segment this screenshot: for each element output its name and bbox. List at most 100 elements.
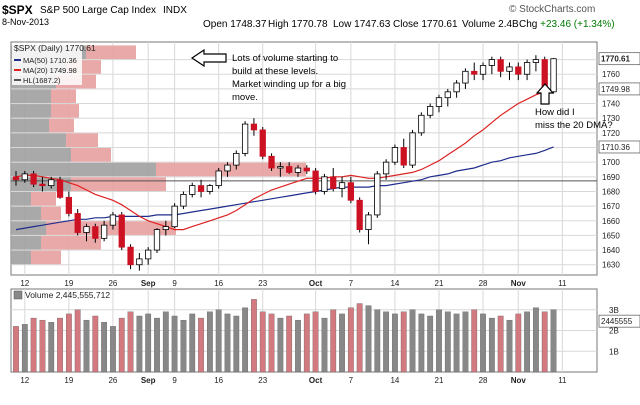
price-tick-label: 1650 — [602, 231, 620, 240]
candle — [250, 123, 258, 131]
vbp-bar-down — [31, 250, 61, 265]
ohlc-change: Chg +23.46 (+1.34%) — [519, 19, 615, 30]
candle — [462, 70, 469, 84]
price-tick-label: 1680 — [602, 187, 620, 196]
candle — [215, 170, 222, 187]
candle — [12, 176, 20, 181]
candle — [365, 214, 372, 230]
volume-tick-label: 2B — [609, 327, 619, 336]
vbp-bar-down — [71, 148, 111, 162]
price-tag-label: 1710.36 — [601, 143, 630, 152]
volume-legend-label: Volume 2,445,555,712 — [25, 290, 110, 300]
candle — [65, 196, 73, 214]
ma50-line — [15, 146, 554, 231]
candle — [197, 185, 205, 192]
x-tick-label: Nov — [511, 376, 527, 385]
candle — [338, 182, 346, 189]
candle — [100, 224, 108, 239]
volume-bar — [409, 309, 416, 373]
volume-bar — [57, 317, 63, 373]
candle — [382, 161, 390, 175]
x-tick-label: 12 — [20, 279, 29, 288]
candle — [515, 66, 522, 75]
volume-bar — [427, 315, 434, 373]
legend-ma50: MA(50) 1710.36 — [23, 56, 77, 65]
volume-bar — [462, 311, 469, 373]
candle — [418, 114, 425, 134]
candle — [21, 173, 28, 181]
symbol: $SPX — [2, 3, 33, 17]
vbp-bar-up — [11, 162, 156, 177]
x-tick-label: 19 — [64, 376, 73, 385]
candle — [356, 199, 363, 230]
candle — [286, 166, 293, 173]
volume-bar — [497, 315, 504, 373]
candle — [83, 226, 90, 233]
candle — [162, 226, 169, 230]
volume-bar — [365, 305, 372, 373]
volume-bar — [524, 311, 530, 373]
candle — [497, 59, 504, 72]
candle — [189, 185, 196, 195]
price-tag-label: 1749.98 — [601, 85, 630, 94]
candle — [435, 97, 443, 107]
vbp-bar-down — [41, 206, 61, 221]
x-tick-label: 7 — [349, 279, 354, 288]
volume-bar — [506, 319, 513, 373]
x-tick-label: 7 — [349, 376, 354, 385]
volume-bar — [30, 317, 37, 373]
candle — [39, 183, 46, 187]
volume-bar — [206, 311, 213, 373]
candle — [268, 155, 275, 169]
volume-bar — [356, 303, 363, 373]
vbp-bar-up — [11, 133, 66, 148]
volume-bar — [242, 307, 248, 373]
arrow-left-icon — [190, 48, 227, 68]
vbp-bar-up — [11, 250, 31, 265]
volume-bar — [259, 311, 266, 373]
volume-bar — [550, 309, 557, 373]
x-tick-label: 21 — [435, 279, 444, 288]
x-tick-label: Sep — [141, 376, 156, 385]
vbp-bar-down — [66, 133, 98, 148]
volume-bar — [383, 311, 389, 373]
x-tick-label: 23 — [258, 279, 267, 288]
volume-bar — [374, 309, 381, 373]
volume-bar — [65, 313, 72, 373]
arrow-up-icon — [535, 83, 555, 105]
vbp-bar-up — [11, 104, 51, 118]
candle — [391, 147, 399, 163]
ohlc-close: Close 1770.61 — [393, 19, 458, 30]
legend-hl: HL(1687.2) — [23, 76, 61, 85]
x-tick-label: 16 — [214, 376, 223, 385]
price-panel — [10, 41, 598, 276]
volume-bar — [312, 311, 319, 373]
x-tick-label: 28 — [479, 279, 488, 288]
vbp-bar-down — [86, 45, 136, 60]
candle — [171, 205, 178, 228]
candle — [347, 182, 354, 201]
volume-bar — [268, 313, 275, 373]
price-tick-label: 1740 — [602, 100, 620, 109]
x-tick-label: 12 — [20, 376, 29, 385]
volume-bar — [74, 309, 81, 373]
price-tag-box — [598, 140, 640, 154]
volume-bar — [444, 311, 451, 373]
candle — [118, 214, 125, 248]
price-tag-box — [598, 82, 640, 96]
volume-bar — [286, 315, 293, 373]
x-tick-label: 14 — [390, 279, 399, 288]
volume-tag-box — [598, 314, 640, 328]
x-tick-label: Nov — [511, 279, 527, 288]
volume-bar — [339, 313, 345, 373]
index-name: S&P 500 Large Cap Index — [40, 5, 157, 16]
volume-bar — [330, 309, 337, 373]
candle — [532, 59, 540, 63]
legend-ma20: MA(20) 1749.98 — [23, 66, 77, 75]
x-tick-label: 28 — [479, 376, 488, 385]
volume-bar — [154, 317, 160, 373]
volume-legend-swatch — [13, 290, 23, 300]
volume-bar — [189, 313, 196, 373]
